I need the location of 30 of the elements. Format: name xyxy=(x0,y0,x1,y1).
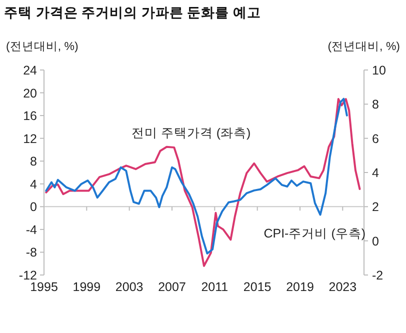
y2-tick-label: 4 xyxy=(372,166,379,180)
chart-title: 주택 가격은 주거비의 가파른 둔화를 예고 xyxy=(4,5,261,20)
y-tick-label: 16 xyxy=(23,109,38,124)
y-tick-label: -12 xyxy=(18,268,38,282)
x-tick-label: 2003 xyxy=(115,280,144,294)
y-tick-label: 0 xyxy=(30,200,38,214)
series-label: CPI-주거비 (우측) xyxy=(264,226,366,240)
y-axis-title: (전년대비, %) xyxy=(6,41,78,53)
y2-tick-label: 6 xyxy=(372,132,379,146)
y-tick-label: -8 xyxy=(26,246,38,260)
x-tick-label: 2007 xyxy=(158,280,186,294)
x-tick-label: 2019 xyxy=(286,280,314,294)
y-tick-label: 12 xyxy=(23,132,38,146)
series-label: 전미 주택가격 (좌측) xyxy=(131,126,251,140)
y-tick-label: 4 xyxy=(30,177,38,192)
y2-tick-label: 10 xyxy=(372,64,386,78)
y-tick-label: -4 xyxy=(26,222,38,237)
y2-axis-title: (전년대비, %) xyxy=(328,41,400,53)
y-tick-label: 24 xyxy=(23,64,38,78)
x-tick-label: 2015 xyxy=(243,280,272,294)
y-tick-label: 20 xyxy=(23,86,38,100)
y2-tick-label: 0 xyxy=(372,234,379,248)
y-tick-label: 8 xyxy=(30,154,38,169)
x-tick-label: 1995 xyxy=(30,280,58,294)
x-tick-label: 1999 xyxy=(72,280,101,294)
x-tick-label: 2023 xyxy=(328,280,357,294)
x-tick-label: 2011 xyxy=(201,280,228,294)
y2-tick-label: 8 xyxy=(372,98,379,112)
y2-tick-label: -2 xyxy=(372,268,384,282)
y2-tick-label: 2 xyxy=(372,200,379,214)
